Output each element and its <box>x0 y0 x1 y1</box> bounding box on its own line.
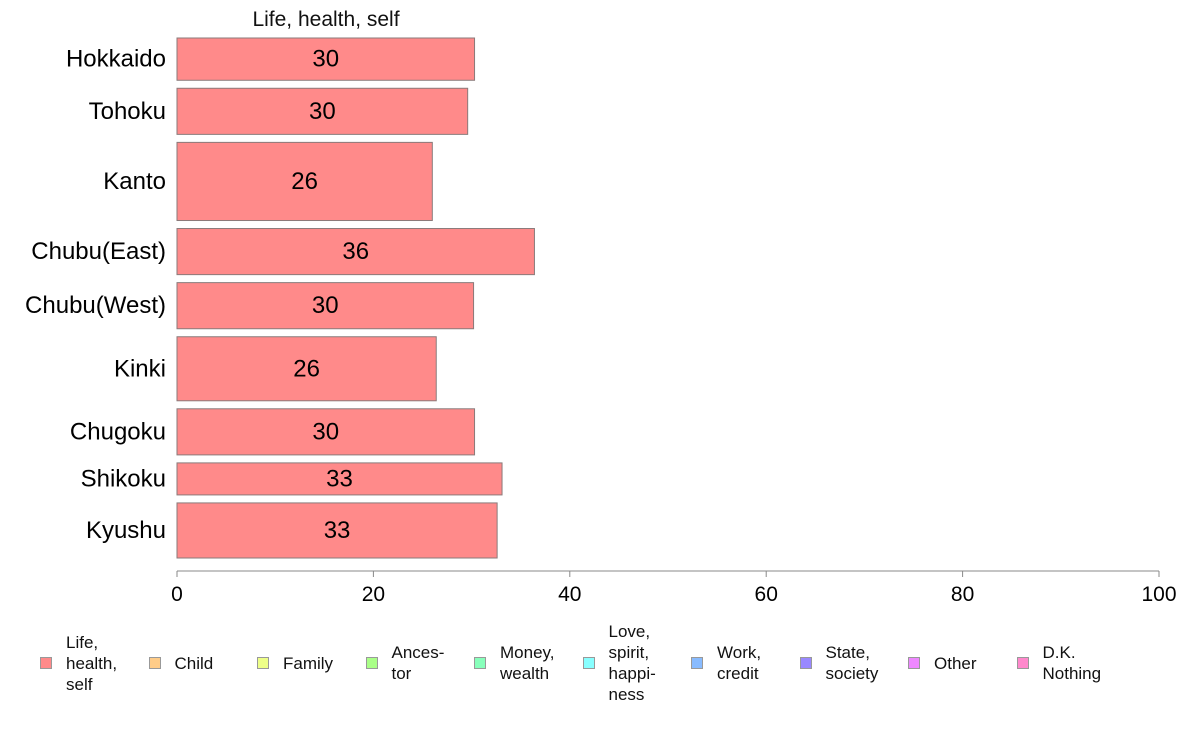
series-title: Life, health, self <box>252 8 399 31</box>
legend-item: D.K. Nothing <box>1016 618 1102 708</box>
value-label: 33 <box>324 517 351 544</box>
legend-item: Child <box>148 618 214 708</box>
legend-swatch <box>257 657 269 669</box>
legend-swatch <box>582 657 595 669</box>
x-tick-label: 80 <box>951 583 974 606</box>
legend-swatch <box>148 657 161 669</box>
legend-label: Family <box>283 653 334 673</box>
legend-label: Ances- tor <box>391 643 445 683</box>
category-label: Tohoku <box>89 98 166 125</box>
bar-chart: Life, health, self Hokkaido 30 Tohoku 30 Kan… <box>25 8 1177 606</box>
value-label: 30 <box>312 418 339 445</box>
bar-chubu-east <box>176 228 535 276</box>
legend-label: Money, wealth <box>500 643 555 683</box>
x-tick-label: 40 <box>558 583 581 606</box>
legend: Life, health, self Child Family Ances- tor M… <box>0 618 1188 718</box>
category-label: Hokkaido <box>66 46 166 73</box>
legend-label: Love, spirit, happi- ness <box>608 622 656 704</box>
legend-label: State, society <box>825 643 879 683</box>
category-label: Chubu(East) <box>31 238 166 265</box>
legend-label: Work, credit <box>717 643 762 683</box>
bar-chugoku <box>176 408 476 456</box>
bar-kanto <box>176 141 433 222</box>
legend-item: Work, credit <box>691 618 761 708</box>
legend-item: Love, spirit, happi- ness <box>582 618 656 708</box>
category-label: Chugoku <box>70 418 166 445</box>
bar-chubu-west <box>176 282 475 330</box>
legend-label: Other <box>934 653 977 673</box>
bar-kinki <box>176 336 437 402</box>
legend-swatch <box>1016 657 1029 669</box>
value-label: 30 <box>312 292 339 319</box>
legend-swatch <box>908 657 920 669</box>
legend-swatch <box>40 657 52 669</box>
category-label: Kyushu <box>86 517 166 544</box>
x-tick-label: 20 <box>362 583 385 606</box>
legend-item: Family <box>257 618 333 708</box>
value-label: 33 <box>326 465 353 492</box>
legend-label: Life, health, self <box>66 632 118 694</box>
legend-item: Other <box>908 618 977 708</box>
legend-label: D.K. Nothing <box>1042 643 1102 683</box>
category-label: Kinki <box>114 355 166 382</box>
value-label: 26 <box>293 355 320 382</box>
x-tick-label: 100 <box>1141 583 1176 606</box>
legend-swatch <box>365 657 378 669</box>
legend-label: Child <box>174 653 214 673</box>
legend-swatch <box>691 657 703 669</box>
legend-item: Money, wealth <box>474 618 555 708</box>
value-label: 36 <box>342 238 369 265</box>
bars-group: Hokkaido 30 Tohoku 30 Kanto 26 Chubu(East) 36 Ch… <box>25 37 535 559</box>
bar-hokkaido <box>176 37 476 81</box>
legend-item: Ances- tor <box>365 618 445 708</box>
bar-shikoku <box>176 462 503 496</box>
category-label: Chubu(West) <box>25 292 166 319</box>
x-tick-label: 60 <box>755 583 778 606</box>
value-label: 30 <box>309 98 336 125</box>
x-tick-label: 0 <box>171 583 183 606</box>
legend-swatch <box>474 657 486 669</box>
legend-item: Life, health, self <box>40 618 117 708</box>
bar-kyushu <box>176 502 498 559</box>
category-label: Shikoku <box>81 465 166 492</box>
legend-swatch <box>799 657 812 669</box>
category-label: Kanto <box>103 168 166 195</box>
legend-item: State, society <box>799 618 879 708</box>
value-label: 26 <box>291 168 318 195</box>
bar-tohoku <box>176 87 469 135</box>
x-axis: 0 20 40 60 80 100 <box>171 570 1177 606</box>
value-label: 30 <box>312 46 339 73</box>
